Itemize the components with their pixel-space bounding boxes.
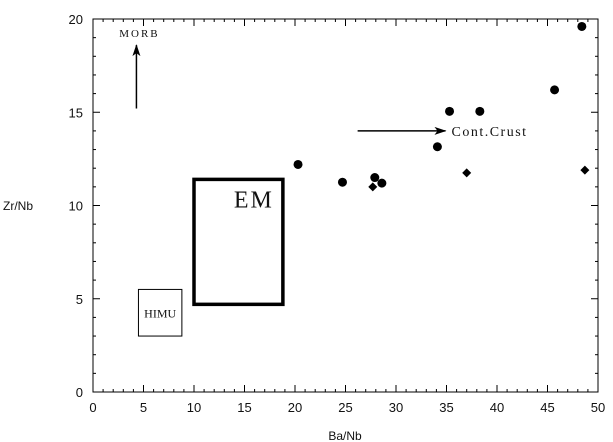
- y-tick-label: 20: [69, 12, 83, 27]
- y-tick-label: 0: [76, 385, 83, 400]
- data-point: [370, 173, 380, 183]
- data-points: [293, 21, 590, 192]
- region-em-label: EM: [234, 187, 274, 213]
- x-tick-label: 0: [89, 400, 96, 415]
- data-point: [462, 168, 472, 178]
- cont-crust-label: Cont.Crust: [451, 125, 527, 140]
- data-point: [432, 142, 442, 152]
- x-tick-label: 30: [389, 400, 403, 415]
- x-tick-label: 20: [288, 400, 302, 415]
- y-tick-label: 5: [76, 292, 83, 307]
- x-tick-label: 40: [490, 400, 504, 415]
- data-point: [445, 106, 455, 116]
- data-point: [337, 177, 347, 187]
- data-point: [475, 106, 485, 116]
- data-point: [580, 165, 590, 175]
- data-point: [293, 159, 303, 169]
- data-point: [377, 178, 387, 188]
- region-himu-box: [137, 288, 183, 337]
- x-tick-label: 5: [140, 400, 147, 415]
- y-axis-label: Zr/Nb: [3, 199, 33, 213]
- data-point: [577, 21, 587, 31]
- region-em-box: [192, 177, 285, 307]
- x-tick-label: 35: [439, 400, 453, 415]
- x-tick-label: 25: [338, 400, 352, 415]
- trend-arrows: MORB Cont.Crust: [119, 28, 527, 140]
- x-axis-label: Ba/Nb: [328, 429, 362, 442]
- composition-regions: EM HIMU: [137, 177, 285, 337]
- data-point: [368, 182, 378, 192]
- morb-label: MORB: [119, 28, 159, 40]
- y-axis-ticks: 0 5 10 15 20: [69, 12, 598, 400]
- x-tick-label: 15: [237, 400, 251, 415]
- y-tick-label: 10: [69, 199, 83, 214]
- data-point: [550, 85, 560, 95]
- region-himu-label: HIMU: [144, 307, 176, 321]
- y-tick-label: 15: [69, 105, 83, 120]
- x-tick-label: 50: [591, 400, 605, 415]
- x-tick-label: 45: [540, 400, 554, 415]
- x-axis-ticks: 0 5 10 15 20 25 30 35 40 45 50: [89, 19, 605, 415]
- x-tick-label: 10: [187, 400, 201, 415]
